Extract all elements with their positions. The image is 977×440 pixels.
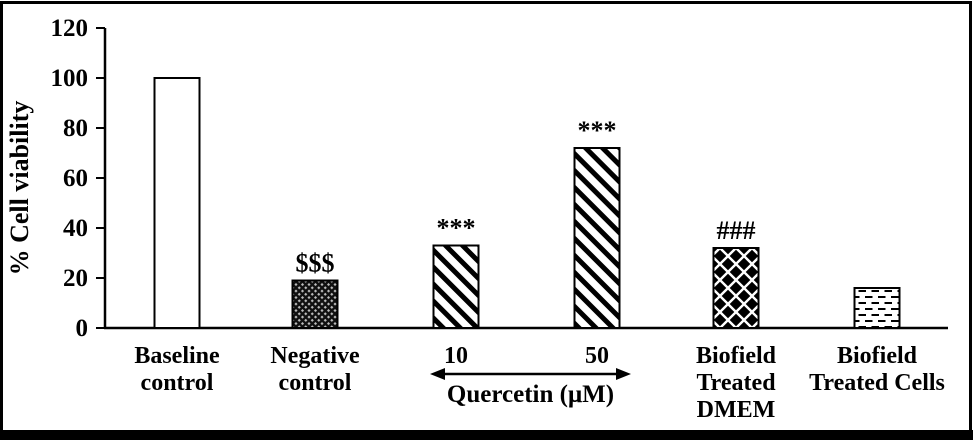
category-label-50: 50 bbox=[585, 343, 609, 369]
group-arrow-left-head bbox=[430, 368, 445, 380]
category-label-negative-control: Negative bbox=[270, 343, 360, 369]
y-tick-label: 0 bbox=[76, 315, 89, 342]
significance-label-biofield-treated-dmem: ### bbox=[717, 216, 756, 245]
bar-biofield-treated-cells bbox=[853, 287, 901, 329]
y-axis-title: % Cell viability bbox=[5, 101, 34, 276]
bar-baseline-control bbox=[153, 77, 201, 329]
y-tick-label: 60 bbox=[63, 165, 88, 192]
y-tick-label: 40 bbox=[63, 215, 88, 242]
bar-50 bbox=[573, 147, 621, 329]
category-label-biofield-treated-cells: Treated Cells bbox=[809, 370, 945, 396]
bar-biofield-treated-dmem bbox=[712, 247, 760, 329]
category-label-biofield-treated-dmem: Biofield bbox=[696, 343, 777, 369]
bar-negative-control bbox=[291, 279, 339, 329]
figure-border-bottom bbox=[0, 430, 973, 440]
category-label-baseline-control: control bbox=[141, 370, 214, 396]
y-tick-label: 100 bbox=[51, 65, 89, 92]
group-arrow-label: Quercetin (μM) bbox=[447, 381, 614, 408]
y-tick-label: 20 bbox=[63, 265, 88, 292]
significance-label-50: *** bbox=[578, 116, 617, 145]
significance-label-negative-control: $$$ bbox=[296, 249, 335, 278]
category-label-biofield-treated-dmem: Treated bbox=[696, 370, 776, 396]
bar-10 bbox=[432, 244, 480, 329]
y-tick-label: 80 bbox=[63, 115, 88, 142]
category-label-negative-control: control bbox=[279, 370, 352, 396]
category-label-biofield-treated-dmem: DMEM bbox=[697, 397, 776, 423]
category-label-biofield-treated-cells: Biofield bbox=[837, 343, 918, 369]
category-label-10: 10 bbox=[444, 343, 468, 369]
group-arrow-right-head bbox=[616, 368, 631, 380]
y-tick-label: 120 bbox=[51, 15, 89, 42]
significance-label-10: *** bbox=[437, 214, 476, 243]
category-label-baseline-control: Baseline bbox=[134, 343, 220, 369]
